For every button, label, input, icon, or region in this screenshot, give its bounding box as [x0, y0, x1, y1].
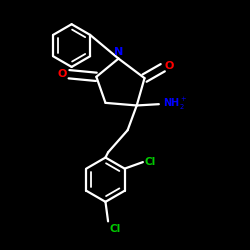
Text: N: N	[114, 47, 123, 57]
Text: O: O	[164, 62, 174, 72]
Text: Cl: Cl	[144, 157, 156, 167]
Text: NH$_2^+$: NH$_2^+$	[163, 96, 187, 112]
Text: Cl: Cl	[110, 224, 121, 234]
Text: O: O	[58, 69, 67, 79]
